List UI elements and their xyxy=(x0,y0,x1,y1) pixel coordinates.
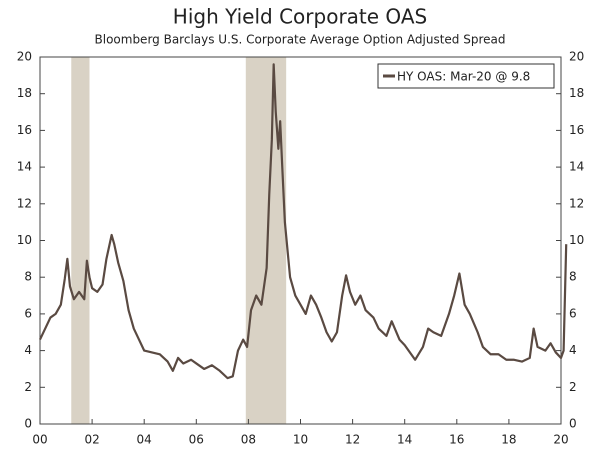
x-tick-label: 14 xyxy=(397,433,412,447)
legend-label: HY OAS: Mar-20 @ 9.8 xyxy=(397,70,530,84)
y2-tick-label: 10 xyxy=(569,233,584,247)
y-tick-label: 2 xyxy=(24,380,32,394)
x-tick-label: 12 xyxy=(345,433,360,447)
y-tick-label: 10 xyxy=(17,233,32,247)
x-tick-label: 10 xyxy=(293,433,308,447)
series-line xyxy=(39,63,568,380)
y2-tick-label: 6 xyxy=(569,306,577,320)
y2-tick-label: 16 xyxy=(569,123,584,137)
y2-tick-label: 2 xyxy=(569,380,577,394)
y-tick-label: 16 xyxy=(17,123,32,137)
y-tick-label: 6 xyxy=(24,306,32,320)
x-tick-label: 02 xyxy=(84,433,99,447)
x-tick-label: 08 xyxy=(241,433,256,447)
y-tick-label: 0 xyxy=(24,417,32,431)
chart-title: High Yield Corporate OAS xyxy=(173,5,427,29)
y2-tick-label: 14 xyxy=(569,160,584,174)
x-tick-label: 16 xyxy=(449,433,464,447)
recession-shade xyxy=(245,57,287,424)
plot-frame xyxy=(39,56,562,425)
y-tick-label: 14 xyxy=(17,160,32,174)
legend-box xyxy=(377,63,555,89)
x-tick-label: 18 xyxy=(501,433,516,447)
x-tick-label: 06 xyxy=(189,433,204,447)
y2-tick-label: 18 xyxy=(569,86,584,100)
y2-tick-label: 8 xyxy=(569,270,577,284)
chart-subtitle: Bloomberg Barclays U.S. Corporate Averag… xyxy=(95,33,506,47)
y-tick-label: 12 xyxy=(17,196,32,210)
x-tick-label: 20 xyxy=(553,433,568,447)
recession-shade xyxy=(71,57,90,424)
y-tick-label: 8 xyxy=(24,270,32,284)
x-tick-label: 04 xyxy=(137,433,152,447)
y-tick-label: 18 xyxy=(17,86,32,100)
y2-tick-label: 12 xyxy=(569,196,584,210)
x-tick-label: 00 xyxy=(32,433,47,447)
y-tick-label: 4 xyxy=(24,343,32,357)
y-tick-label: 20 xyxy=(17,50,32,64)
y2-tick-label: 20 xyxy=(569,50,584,64)
y2-tick-label: 0 xyxy=(569,417,577,431)
y2-tick-label: 4 xyxy=(569,343,577,357)
